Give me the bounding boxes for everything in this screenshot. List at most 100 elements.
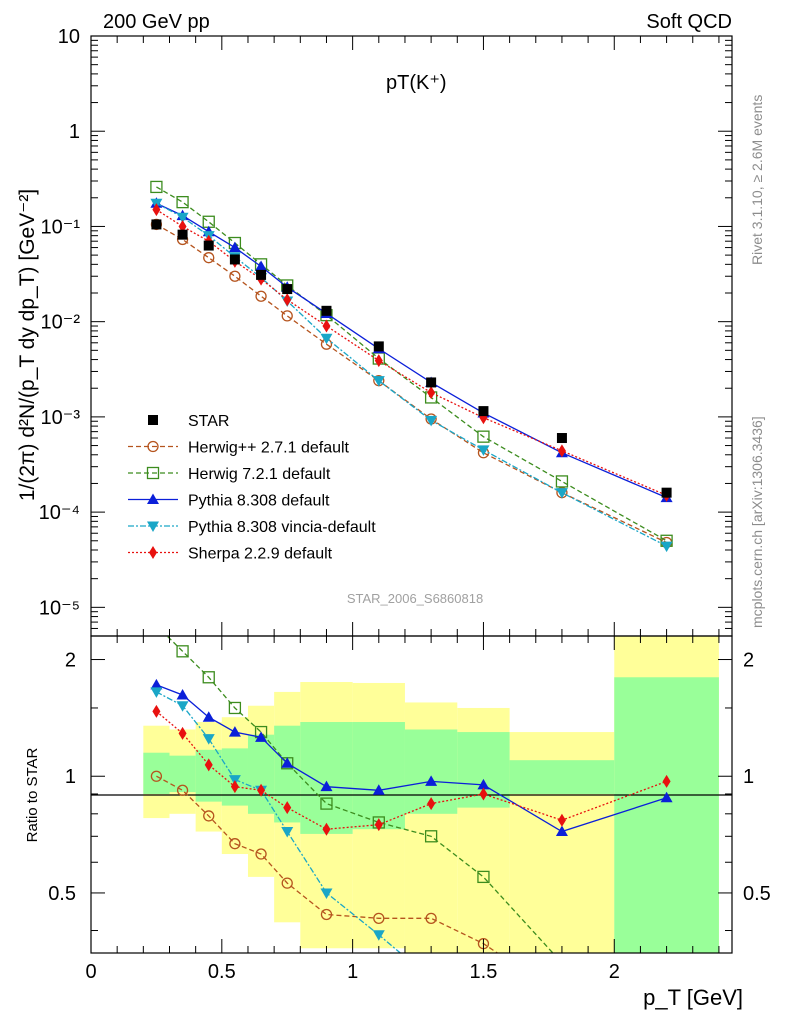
ratio-point <box>204 758 213 772</box>
ratio-point <box>662 774 671 788</box>
band-inner <box>614 677 719 953</box>
ratio-point <box>320 888 333 899</box>
legend-label: Herwig++ 2.7.1 default <box>188 440 350 457</box>
x-tick-label: 1 <box>347 961 358 983</box>
ratio-point <box>320 908 333 921</box>
y-tick-label: 10⁻⁵ <box>39 597 80 619</box>
legend-label: Pythia 8.308 default <box>188 493 330 510</box>
y-tick-label: 10⁻³ <box>41 407 81 429</box>
ratio-point <box>427 797 436 811</box>
ratio-tick-label: 2 <box>65 650 76 672</box>
mcplots-label: mcplots.cern.ch [arXiv:1306.3436] <box>749 416 765 628</box>
ratio-point <box>557 992 567 1002</box>
series-point <box>320 333 333 345</box>
series-point <box>255 290 267 302</box>
ratio-point <box>320 797 333 810</box>
ratio-point <box>229 838 241 850</box>
series-point <box>477 445 490 456</box>
x-tick-label: 2 <box>609 961 620 983</box>
x-tick-label: 1.5 <box>470 961 498 983</box>
ratio-point <box>202 671 215 684</box>
ratio-point <box>281 827 294 838</box>
series-point <box>425 415 438 427</box>
ratio-line <box>156 684 667 833</box>
ratio-point <box>281 877 293 889</box>
header-left: 200 GeV pp <box>103 11 210 33</box>
y-tick-label: 10⁻¹ <box>41 216 81 238</box>
series-point <box>150 180 163 194</box>
data-point <box>661 487 672 498</box>
data-point <box>229 254 240 265</box>
series-line <box>156 202 667 499</box>
legend-label: Sherpa 2.2.9 default <box>188 546 333 563</box>
y-tick-label: 10⁻² <box>41 312 81 334</box>
x-axis-label: p_T [GeV] <box>643 985 743 1010</box>
data-point <box>426 377 437 388</box>
series-point <box>283 293 292 307</box>
ratio-point <box>372 930 385 941</box>
ratio-point <box>662 974 672 984</box>
series-point <box>374 354 383 368</box>
axis-ticks <box>90 35 732 953</box>
ratio-point <box>203 810 215 822</box>
series-point <box>228 241 241 253</box>
ratio-point <box>556 957 567 968</box>
data-point <box>282 284 293 295</box>
series-point <box>229 270 241 282</box>
ratio-point <box>283 801 292 815</box>
ratio-point <box>661 974 673 985</box>
ratio-point <box>176 689 189 700</box>
ratio-point <box>150 687 163 698</box>
ratio-point <box>281 757 294 768</box>
series-point <box>555 475 569 488</box>
series-point <box>322 319 331 333</box>
series-point <box>281 310 293 322</box>
ratio-point <box>425 912 437 924</box>
ratio-point <box>557 813 566 827</box>
series-point <box>152 203 161 217</box>
ratio-point <box>255 848 267 860</box>
ratio-point <box>228 726 241 737</box>
y-tick-label: 1 <box>69 121 80 143</box>
ratio-point <box>661 968 672 979</box>
legend-marker <box>147 493 159 504</box>
ratio-point <box>372 784 385 795</box>
series-line <box>156 186 667 542</box>
y-tick-label: 10 <box>58 26 80 48</box>
series-point <box>555 488 568 499</box>
main-series-layer <box>150 180 673 553</box>
band-inner <box>300 722 353 834</box>
legend-label: STAR <box>188 413 229 430</box>
ratio-y-axis-label: Ratio to STAR <box>24 747 41 842</box>
legend-marker <box>148 415 158 425</box>
band-inner <box>143 752 170 794</box>
band-inner <box>352 722 405 830</box>
ratio-point <box>424 830 438 843</box>
x-tick-label: 0.5 <box>208 961 236 983</box>
band-inner <box>169 755 196 793</box>
legend-label: Pythia 8.308 vincia-default <box>188 519 376 536</box>
ratio-tick-label-right: 0.5 <box>743 883 771 905</box>
header-right: Soft QCD <box>646 11 732 33</box>
plot-title: pT(K⁺) <box>386 72 447 94</box>
legend-label: Herwig 7.2.1 default <box>188 466 331 483</box>
y-axis-label: 1/(2π) d²N/(p_T dy dp_T) [GeV⁻²] <box>16 189 39 501</box>
series-point <box>477 430 490 443</box>
ratio-plot-frame <box>90 635 733 954</box>
band-inner <box>247 734 275 814</box>
series-point <box>176 195 189 209</box>
ratio-point <box>374 818 383 832</box>
x-tick-label: 0 <box>85 961 96 983</box>
ratio-point <box>152 704 161 718</box>
data-point <box>151 219 162 230</box>
ratio-line <box>166 636 554 953</box>
series-point <box>203 252 215 264</box>
ratio-line <box>156 691 402 953</box>
ratio-point <box>255 731 268 742</box>
legend-marker <box>146 466 160 480</box>
y-tick-label: 10⁻⁴ <box>39 502 80 524</box>
ratio-point <box>373 912 385 924</box>
ratio-tick-label-right: 1 <box>743 766 754 788</box>
ratio-point <box>322 822 331 836</box>
ratio-point <box>178 726 187 740</box>
